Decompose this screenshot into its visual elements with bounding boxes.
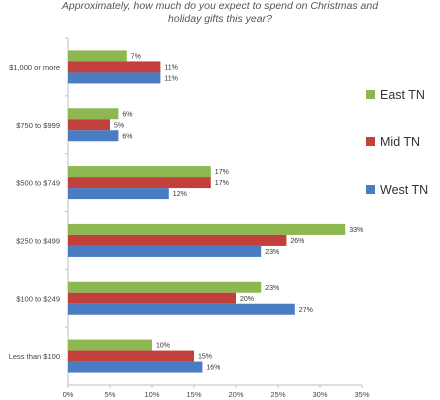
x-tick-label: 15% xyxy=(186,390,201,399)
data-label: 16% xyxy=(206,365,220,372)
data-label: 33% xyxy=(349,227,363,234)
bar-mid-tn xyxy=(68,350,194,362)
x-tick-label: 10% xyxy=(144,390,159,399)
legend-label-east-tn: East TN xyxy=(380,88,425,102)
x-tick-label: 25% xyxy=(270,390,285,399)
bar-west-tn xyxy=(68,72,161,84)
data-label: 17% xyxy=(215,169,229,176)
bar-west-tn xyxy=(68,130,119,142)
bar-east-tn xyxy=(68,50,127,62)
data-label: 15% xyxy=(198,354,212,361)
data-label: 7% xyxy=(131,53,141,60)
bar-mid-tn xyxy=(68,119,110,131)
legend-label-west-tn: West TN xyxy=(380,183,428,197)
data-label: 26% xyxy=(290,238,304,245)
x-tick-label: 30% xyxy=(312,390,327,399)
chart-title-line-1: Approximately, how much do you expect to… xyxy=(61,0,379,12)
data-label: 12% xyxy=(173,191,187,198)
bar-west-tn xyxy=(68,303,295,315)
category-label: $750 to $999 xyxy=(16,121,60,130)
bar-mid-tn xyxy=(68,177,211,189)
category-label: Less than $100 xyxy=(9,352,60,361)
data-label: 11% xyxy=(164,64,178,71)
x-tick-label: 20% xyxy=(228,390,243,399)
x-tick-label: 35% xyxy=(354,390,369,399)
bar-east-tn xyxy=(68,108,119,120)
data-label: 6% xyxy=(122,111,132,118)
bar-east-tn xyxy=(68,281,262,293)
bar-mid-tn xyxy=(68,61,161,73)
bar-west-tn xyxy=(68,361,203,373)
category-label: $100 to $249 xyxy=(16,294,60,303)
data-label: 27% xyxy=(299,307,313,314)
category-label: $500 to $749 xyxy=(16,179,60,188)
category-label: $250 to $499 xyxy=(16,236,60,245)
bar-west-tn xyxy=(68,245,262,257)
data-label: 17% xyxy=(215,180,229,187)
chart-title: Approximately, how much do you expect to… xyxy=(0,0,440,26)
bar-east-tn xyxy=(68,339,152,351)
x-tick-label: 0% xyxy=(63,390,74,399)
x-tick-label: 5% xyxy=(105,390,116,399)
bar-west-tn xyxy=(68,188,169,200)
bar-east-tn xyxy=(68,166,211,178)
data-label: 23% xyxy=(265,285,279,292)
legend-label-mid-tn: Mid TN xyxy=(380,135,420,149)
bar-mid-tn xyxy=(68,292,236,304)
data-label: 20% xyxy=(240,296,254,303)
data-label: 10% xyxy=(156,343,170,350)
bar-east-tn xyxy=(68,223,346,235)
chart-title-line-2: holiday gifts this year? xyxy=(168,13,272,25)
legend-swatch-west-tn xyxy=(366,185,375,194)
data-label: 6% xyxy=(122,133,132,140)
legend-swatch-mid-tn xyxy=(366,137,375,146)
category-label: $1,000 or more xyxy=(9,63,60,72)
bar-mid-tn xyxy=(68,234,287,246)
data-label: 5% xyxy=(114,122,124,129)
data-label: 23% xyxy=(265,249,279,256)
legend-swatch-east-tn xyxy=(366,90,375,99)
data-label: 11% xyxy=(164,75,178,82)
